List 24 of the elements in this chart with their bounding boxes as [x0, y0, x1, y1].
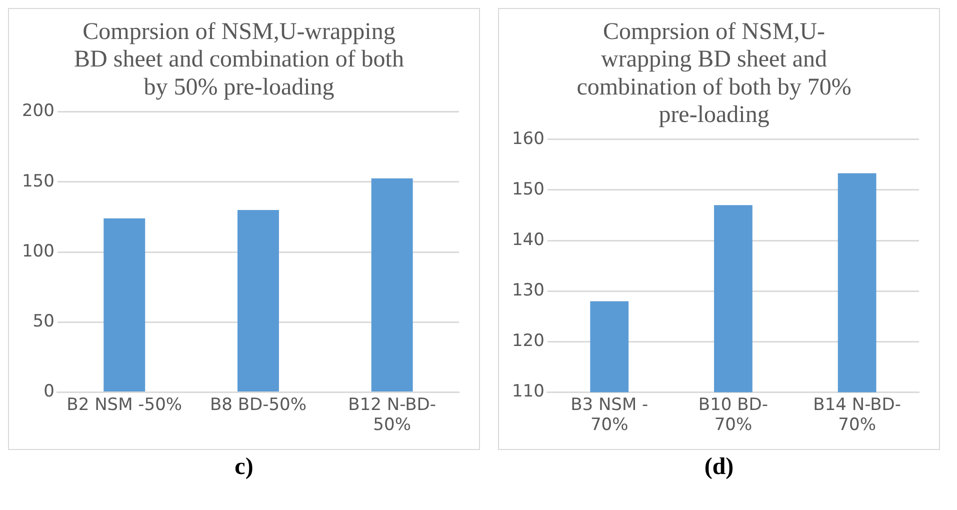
y-tick-label: 150 [22, 171, 54, 192]
y-tick-label: 120 [512, 331, 544, 352]
y-tick-label: 140 [512, 230, 544, 250]
y-tick-label: 160 [512, 128, 544, 149]
x-tick-label: B12 N-BD-50% [348, 394, 436, 436]
chart-title: Comprsion of NSM,U-wrapping BD sheet and combination of both by 50% pre-loading [74, 19, 404, 100]
text: (d) [703, 454, 735, 481]
y-tick-label: 0 [44, 382, 54, 402]
bar [104, 218, 146, 392]
x-tick-label: B3 NSM -70% [570, 394, 648, 436]
x-tick-label: B10 BD-70% [698, 394, 768, 436]
y-tick-label: 150 [512, 179, 544, 200]
y-tick-label: 130 [512, 280, 544, 300]
bar [371, 178, 413, 392]
y-tick-label: 200 [22, 101, 54, 122]
y-tick-label: 50 [32, 312, 54, 332]
y-tick-label: 110 [512, 382, 544, 402]
x-tick-label: B14 N-BD-70% [813, 394, 901, 436]
y-tick-label: 100 [22, 241, 54, 262]
x-tick-label: B8 BD-50% [210, 394, 307, 415]
x-tick-label: B2 NSM -50% [66, 394, 182, 415]
bar [237, 210, 279, 392]
text: c) [234, 454, 254, 481]
chart-title: Comprsion of NSM,U-wrapping BD sheet and combination of both by 70% pre-loading [576, 19, 852, 128]
